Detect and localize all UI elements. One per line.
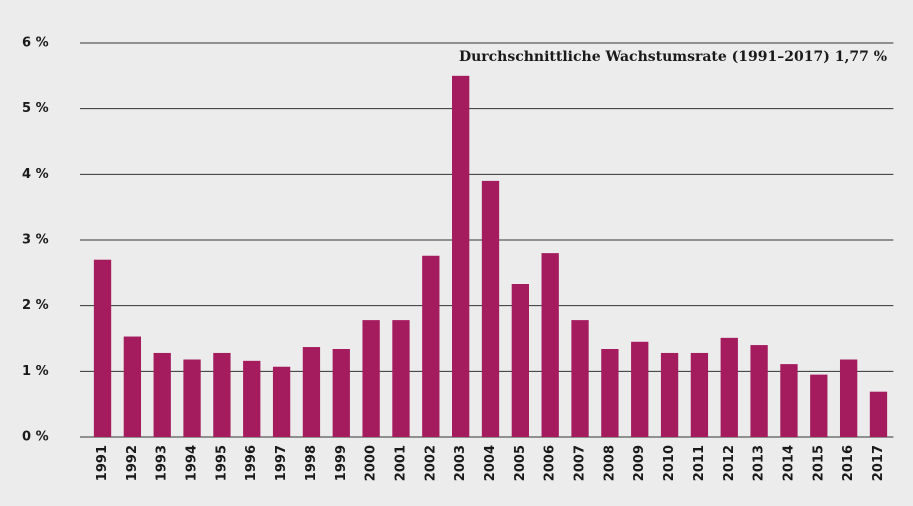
x-tick-label: 1997 (274, 445, 289, 481)
bar (452, 75, 470, 437)
x-tick-label: 2014 (781, 445, 796, 481)
bar (750, 345, 768, 437)
bar (243, 360, 261, 437)
x-tick-label: 2002 (423, 445, 438, 481)
bar (780, 364, 798, 437)
x-tick-label: 1994 (185, 445, 200, 481)
y-tick-label: 6 % (22, 36, 49, 51)
bar (153, 352, 171, 437)
y-tick-label: 3 % (22, 233, 49, 248)
x-tick-label: 1999 (334, 445, 349, 481)
bar (839, 359, 858, 437)
x-tick-label: 2009 (632, 445, 647, 481)
bar (660, 352, 679, 437)
x-tick-label: 2003 (453, 445, 468, 481)
bar (869, 391, 888, 437)
x-tick-label: 1996 (244, 445, 259, 481)
x-tick-label: 2006 (543, 445, 558, 481)
x-tick-label: 2017 (871, 445, 886, 481)
bar (183, 359, 201, 437)
x-tick-label: 2011 (692, 445, 707, 481)
x-tick-label: 2000 (364, 445, 379, 481)
bar (720, 337, 738, 437)
y-tick-label: 4 % (22, 167, 49, 182)
bar (392, 320, 410, 437)
bar (362, 320, 380, 437)
x-tick-label: 2007 (573, 445, 588, 481)
x-tick-label: 1993 (155, 445, 170, 481)
x-tick-label: 2004 (483, 445, 498, 481)
bar (332, 349, 350, 437)
x-tick-label: 1992 (125, 445, 140, 481)
x-tick-label: 2016 (841, 445, 856, 481)
x-tick-label: 2001 (393, 445, 408, 481)
x-tick-label: 1991 (95, 445, 110, 481)
bar (123, 336, 142, 437)
bar (302, 347, 321, 437)
bar (810, 374, 828, 437)
bar (481, 180, 500, 437)
bar (422, 255, 440, 437)
bar (631, 341, 649, 437)
y-tick-label: 5 % (22, 101, 49, 116)
bar (511, 283, 529, 437)
x-tick-label: 2010 (662, 445, 677, 481)
bar (272, 366, 291, 437)
y-tick-label: 0 % (22, 430, 49, 445)
x-tick-label: 2008 (602, 445, 617, 481)
x-tick-label: 2012 (722, 445, 737, 481)
bar (571, 320, 589, 437)
x-tick-label: 2005 (513, 445, 528, 481)
bar (601, 349, 619, 437)
y-tick-label: 2 % (22, 298, 49, 313)
bar (213, 352, 231, 437)
x-tick-label: 2013 (752, 445, 767, 481)
bar (690, 352, 709, 437)
y-tick-label: 1 % (22, 364, 49, 379)
x-tick-label: 1995 (214, 445, 229, 481)
x-tick-label: 2015 (811, 445, 826, 481)
x-tick-label: 1998 (304, 445, 319, 481)
bar (541, 253, 559, 437)
annotation: Durchschnittliche Wachstumsrate (1991–20… (459, 49, 887, 65)
bar (93, 259, 112, 437)
